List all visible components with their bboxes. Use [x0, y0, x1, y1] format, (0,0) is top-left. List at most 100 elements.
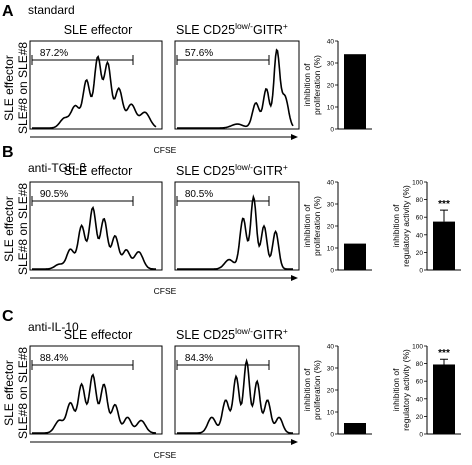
y-tick-label: 80 [416, 361, 424, 368]
y-axis-label: inhibition ofregulatory activity (%) [391, 349, 411, 431]
histogram-curve [32, 205, 156, 270]
histogram-curve [32, 54, 157, 129]
histogram-title-effector: SLE effector [64, 164, 133, 178]
histogram-effector: 87.2% [29, 40, 163, 130]
y-tick-label: 100 [412, 180, 423, 187]
condition-label: standard [28, 3, 75, 17]
y-tick-label: 0 [330, 268, 334, 275]
histogram-curve [177, 358, 293, 434]
gate-percent: 57.6% [185, 48, 213, 59]
y-tick-label: 30 [327, 366, 335, 373]
gate-percent: 80.5% [185, 189, 213, 200]
y-tick-label: 40 [416, 232, 424, 239]
y-axis-label: inhibition ofproliferation (%) [302, 196, 322, 256]
histogram-effector: 90.5% [29, 181, 163, 271]
y-tick-label: 0 [330, 432, 334, 439]
x-axis-label: CFSE [154, 145, 177, 155]
y-axis-label: inhibition ofproliferation (%) [302, 55, 322, 115]
y-tick-label: 20 [327, 388, 335, 395]
significance-marker: *** [438, 348, 450, 359]
panel-label: B [2, 144, 14, 161]
y-tick-label: 60 [416, 379, 424, 386]
histogram-frame [29, 40, 163, 130]
side-label-sample: SLE#8 on SLE#8 [16, 183, 30, 275]
gate-percent: 84.3% [185, 353, 213, 364]
bar [433, 364, 455, 434]
y-tick-label: 30 [327, 61, 335, 68]
bar-chart-proliferation: 0 10 20 30 40 inhibition ofproliferation (%) [302, 39, 372, 134]
y-tick-label: 20 [327, 224, 335, 231]
histogram-frame [174, 181, 300, 271]
gate-marker [31, 196, 134, 206]
histogram-regulatory: 84.3% [174, 345, 300, 435]
histogram-frame [29, 345, 163, 435]
y-tick-label: 10 [327, 410, 335, 417]
y-tick-label: 0 [330, 127, 334, 134]
y-tick-label: 40 [327, 39, 335, 46]
y-tick-label: 40 [327, 180, 335, 187]
histogram-frame [29, 181, 163, 271]
gate-marker [176, 55, 270, 65]
side-label-effector: SLE effector [2, 196, 16, 262]
histogram-title-regulatory: SLE CD25low/-GITR+ [176, 326, 288, 342]
y-tick-label: 100 [412, 344, 423, 351]
bar [344, 54, 366, 130]
error-bar [440, 358, 448, 365]
condition-label: anti-IL-10 [28, 320, 79, 334]
x-axis-label: CFSE [154, 286, 177, 296]
condition-label: anti-TGF-β [28, 161, 86, 175]
y-tick-label: 20 [416, 250, 424, 257]
y-axis-label: inhibition ofregulatory activity (%) [391, 185, 411, 267]
histogram-title-effector: SLE effector [64, 328, 133, 342]
y-tick-label: 60 [416, 215, 424, 222]
side-label-effector: SLE effector [2, 360, 16, 426]
y-tick-label: 0 [419, 432, 423, 439]
bar-chart-proliferation: 0 10 20 30 40 inhibition ofproliferation (%) [302, 180, 372, 275]
histogram-title-effector: SLE effector [64, 23, 133, 37]
panel-label: A [2, 3, 14, 20]
side-label-sample: SLE#8 on SLE#8 [16, 42, 30, 134]
y-tick-label: 10 [327, 246, 335, 253]
gate-marker [31, 55, 134, 65]
y-tick-label: 0 [419, 268, 423, 275]
side-label-effector: SLE effector [2, 55, 16, 121]
x-axis-label: CFSE [154, 450, 177, 460]
y-tick-label: 30 [327, 202, 335, 209]
side-label-sample: SLE#8 on SLE#8 [16, 347, 30, 439]
histogram-regulatory: 57.6% [174, 40, 300, 130]
histogram-frame [174, 40, 300, 130]
gate-percent: 87.2% [40, 48, 68, 59]
y-tick-label: 40 [416, 396, 424, 403]
gate-marker [176, 196, 270, 206]
gate-percent: 90.5% [40, 189, 68, 200]
bar-chart-proliferation: 0 10 20 30 40 inhibition ofproliferation (%) [302, 344, 372, 439]
y-tick-label: 10 [327, 105, 335, 112]
gate-percent: 88.4% [40, 353, 68, 364]
histogram-frame [174, 345, 300, 435]
y-tick-label: 80 [416, 197, 424, 204]
y-tick-label: 40 [327, 344, 335, 351]
arrow-head [291, 275, 298, 281]
gate-marker [176, 360, 270, 370]
arrow-head [291, 439, 298, 445]
histogram-title-regulatory: SLE CD25low/-GITR+ [176, 21, 288, 37]
histogram-curve [177, 48, 294, 129]
error-bar [440, 209, 448, 222]
y-tick-label: 20 [416, 414, 424, 421]
gate-marker [31, 360, 134, 370]
histogram-title-regulatory: SLE CD25low/-GITR+ [176, 162, 288, 178]
histogram-effector: 88.4% [29, 345, 163, 435]
bar [344, 243, 366, 270]
panel-label: C [2, 308, 14, 325]
histogram-regulatory: 80.5% [174, 181, 300, 271]
arrow-head [291, 134, 298, 140]
histogram-curve [32, 373, 157, 434]
bar [344, 423, 366, 434]
histogram-curve [177, 194, 293, 270]
